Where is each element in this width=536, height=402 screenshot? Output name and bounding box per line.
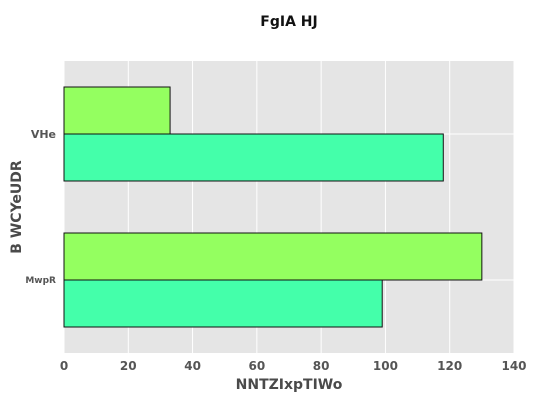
x-tick-label: 120 [437, 359, 462, 373]
x-tick-label: 60 [249, 359, 266, 373]
y-tick-label: VHe [31, 128, 56, 141]
y-tick-label: MwpR [25, 276, 56, 286]
x-tick-label: 40 [184, 359, 201, 373]
bar-vhe-series-1 [63, 133, 444, 182]
chart-title: FgIA HJ [260, 14, 317, 30]
x-tick-label: 140 [501, 359, 526, 373]
y-axis-ticks: MwpR VHe [25, 128, 56, 286]
bar-mwpr-series-1 [63, 279, 383, 328]
bars [63, 86, 483, 328]
y-axis-title: B WCYeUDR [9, 160, 25, 254]
x-tick-label: 20 [120, 359, 137, 373]
x-tick-label: 0 [60, 359, 68, 373]
x-tick-label: 100 [373, 359, 398, 373]
bar-vhe-series-2 [63, 86, 171, 135]
x-axis-ticks: 0 20 40 60 80 100 120 140 [60, 359, 527, 373]
x-tick-label: 80 [313, 359, 330, 373]
bar-mwpr-series-2 [63, 232, 483, 281]
x-axis-title: NNTZIxpTIWo [236, 377, 343, 393]
